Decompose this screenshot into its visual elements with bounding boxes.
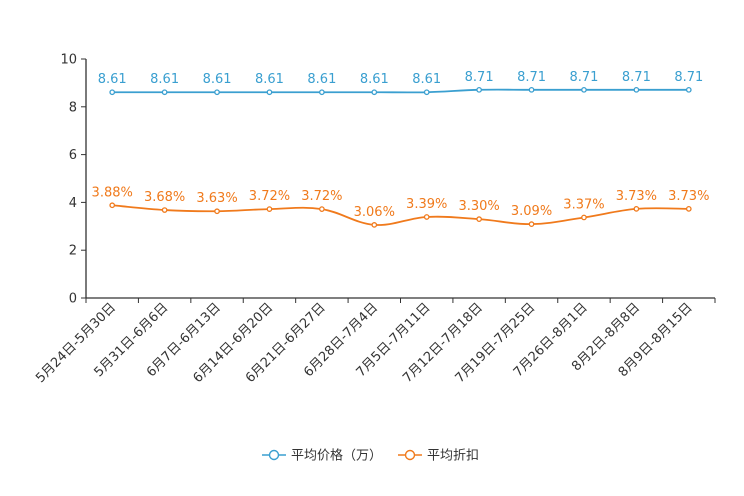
y-tick-label: 0 [69,292,77,307]
data-point[interactable] [109,202,116,209]
legend-label: 平均折扣 [427,449,479,464]
data-point[interactable] [319,89,325,96]
data-point[interactable] [633,206,640,212]
data-label: 8.71 [569,70,598,85]
data-label: 3.06% [354,205,395,220]
data-point[interactable] [581,214,587,221]
data-point[interactable] [214,89,220,96]
data-label: 8.71 [622,70,651,85]
data-point[interactable] [371,222,378,228]
data-label: 8.71 [465,70,494,85]
data-point[interactable] [371,89,378,96]
data-point[interactable] [214,208,220,215]
data-label: 8.71 [517,70,546,85]
data-label: 3.72% [249,189,290,204]
y-tick-label: 10 [60,53,77,68]
series-line [112,204,689,226]
y-tick-label: 6 [69,148,77,163]
y-tick-label: 2 [69,244,77,259]
data-label: 3.73% [668,189,709,204]
data-label: 8.61 [255,72,284,87]
data-label: 8.61 [412,72,441,87]
series-line [112,88,689,94]
data-point[interactable] [266,206,273,212]
data-label: 3.39% [406,197,447,212]
data-point[interactable] [161,89,168,96]
data-label: 3.68% [144,190,185,205]
legend-item-1[interactable]: 平均价格（万） [262,448,382,464]
data-label: 3.30% [458,199,499,214]
series-1: 8.61 8.61 8.61 8.61 8.61 8.61 8.61 8.71 8.71 8.71… [98,70,703,96]
data-point[interactable] [633,86,640,93]
data-label: 3.63% [196,191,237,206]
data-label: 8.61 [203,72,232,87]
legend-marker-icon [268,449,280,461]
data-point[interactable] [685,206,692,212]
legend-marker-icon [404,449,416,461]
data-label: 3.37% [563,197,604,212]
data-label: 8.61 [360,72,389,87]
legend: 平均价格（万） 平均折扣 [262,448,479,464]
data-point[interactable] [109,89,116,96]
y-tick-label: 4 [69,196,77,211]
x-axis: 5月24日-5月30日5月31日-6月6日6月7日-6月13日6月14日-6月2… [33,297,716,386]
legend-item-2[interactable]: 平均折扣 [398,449,479,464]
data-label: 8.71 [674,70,703,85]
data-point[interactable] [476,216,482,222]
data-label: 8.61 [307,72,336,87]
data-label: 3.73% [616,189,657,204]
data-label: 8.61 [98,72,127,87]
data-label: 3.72% [301,189,342,204]
data-point[interactable] [161,207,168,213]
data-point[interactable] [266,89,273,96]
y-axis: 0 2 4 6 8 10 [60,53,87,307]
series-2: 3.88% 3.68% 3.63% 3.72% 3.72% 3.06% 3.39% 3.30%… [92,185,709,228]
data-label: 3.88% [92,185,133,200]
data-point[interactable] [423,89,430,96]
data-point[interactable] [423,214,430,220]
series-layer: 8.61 8.61 8.61 8.61 8.61 8.61 8.61 8.71 8.71 8.71… [92,70,709,228]
data-point[interactable] [476,86,482,93]
data-label: 3.09% [511,204,552,219]
legend-label: 平均价格（万） [291,448,382,464]
data-point[interactable] [319,206,325,212]
data-label: 8.61 [150,72,179,87]
data-point[interactable] [528,86,535,93]
data-point[interactable] [685,86,692,93]
data-point[interactable] [581,86,587,93]
y-tick-label: 8 [69,100,77,115]
data-point[interactable] [528,221,535,227]
